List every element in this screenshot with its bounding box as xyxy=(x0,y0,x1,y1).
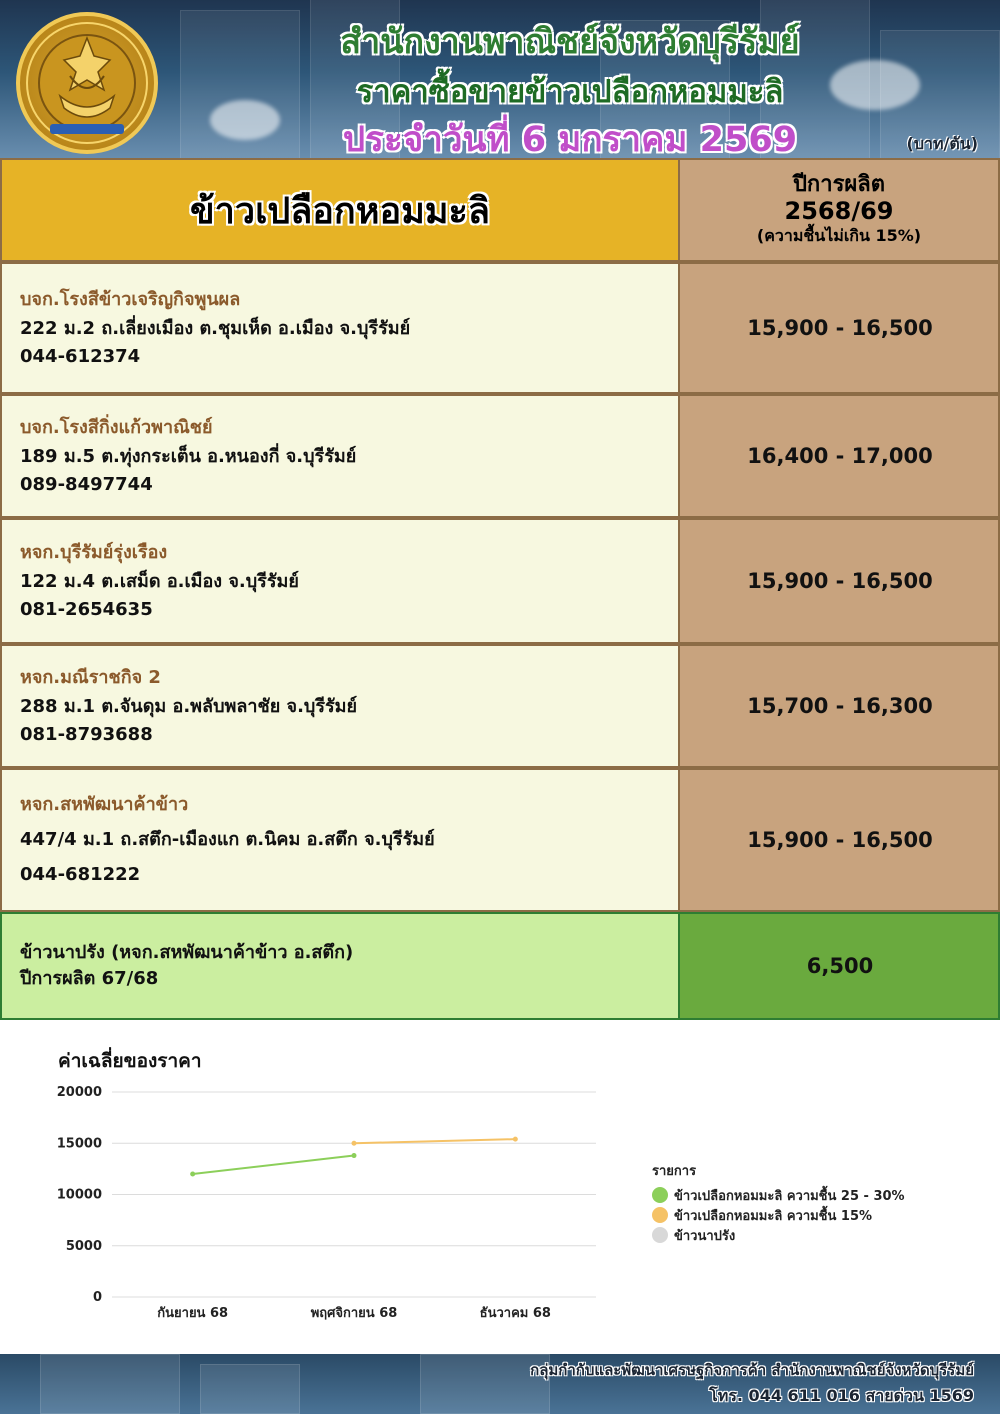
price-title: ราคาซื้อขายข้าวเปลือกหอมมะลิ xyxy=(356,74,784,110)
price-cell xyxy=(680,644,1000,768)
legend-marker xyxy=(652,1227,668,1243)
mill-phone: 081-8793688 xyxy=(20,724,153,745)
legend-label: ข้าวนาปรัง xyxy=(674,1228,736,1244)
mill-info-cell: หจก.มณีราชกิจ 2 288 ม.1 ต.จันดุม อ.พลับพ… xyxy=(0,644,680,768)
price-cell xyxy=(680,394,1000,518)
season-header-label: ปีการผลิต xyxy=(792,172,886,197)
price-range: 15,700 - 16,300 xyxy=(747,694,933,718)
legend-title: รายการ xyxy=(652,1164,697,1179)
y-tick-label: 0 xyxy=(93,1290,102,1305)
average-price-line-chart: 0 5000 10000 15000 20000 กันยายน 68 พฤศจิกายน … xyxy=(57,1085,596,1321)
offseason-rice-label: ข้าวนาปรัง (หจก.สหพัฒนาค้าข้าว อ.สตึก) xyxy=(20,942,354,963)
mill-phone: 044-681222 xyxy=(20,864,141,885)
y-tick-label: 20000 xyxy=(57,1085,102,1100)
offseason-season-label: ปีการผลิต 67/68 xyxy=(20,968,159,989)
mill-info-cell: บจก.โรงสีข้าวเจริญกิจพูนผล 222 ม.2 ถ.เลี… xyxy=(0,262,680,394)
table-header-rice-type: ข้าวเปลือกหอมมะลิ xyxy=(0,158,680,262)
table-header-row: ข้าวเปลือกหอมมะลิ ปีการผลิต 2568/69 (ควา… xyxy=(0,158,1000,262)
price-range: 15,900 - 16,500 xyxy=(747,569,933,593)
offseason-info-cell: ข้าวนาปรัง (หจก.สหพัฒนาค้าข้าว อ.สตึก) ป… xyxy=(0,912,680,1020)
price-range: 15,900 - 16,500 xyxy=(747,828,933,852)
y-tick-label: 10000 xyxy=(57,1188,102,1203)
y-tick-label: 15000 xyxy=(57,1136,102,1151)
price-cell xyxy=(680,518,1000,644)
footer-contact: โทร. 044 611 016 สายด่วน 1569 xyxy=(709,1386,974,1405)
season-year-label: 2568/69 xyxy=(784,197,894,225)
data-point xyxy=(351,1140,357,1146)
mill-address: 447/4 ม.1 ถ.สตึก-เมืองแก ต.นิคม อ.สตึก จ… xyxy=(20,829,435,850)
header-banner: สำนักงานพาณิชย์จังหวัดบุรีรัมย์ ราคาซื้อ… xyxy=(0,0,1000,160)
series-line xyxy=(192,1154,355,1175)
mill-name: หจก.สหพัฒนาค้าข้าว xyxy=(20,794,189,815)
rice-type-header-label: ข้าวเปลือกหอมมะลิ xyxy=(190,190,490,232)
x-tick-label: ธันวาคม 68 xyxy=(480,1306,551,1321)
mill-address: 189 ม.5 ต.ทุ่งกระเต็น อ.หนองกี่ จ.บุรีรั… xyxy=(20,446,357,467)
offseason-price: 6,500 xyxy=(806,954,874,978)
data-point xyxy=(351,1153,357,1159)
footer-banner: กลุ่มกำกับและพัฒนาเศรษฐกิจการค้า สำนักงา… xyxy=(0,1354,1000,1414)
mill-address: 288 ม.1 ต.จันดุม อ.พลับพลาชัย จ.บุรีรัมย… xyxy=(20,696,358,717)
chart-title: ค่าเฉลี่ยของราคา xyxy=(58,1050,202,1072)
table-row: บจก.โรงสีกิ่งแก้วพาณิชย์ 189 ม.5 ต.ทุ่งก… xyxy=(0,394,1000,518)
mill-address: 122 ม.4 ต.เสม็ด อ.เมือง จ.บุรีรัมย์ xyxy=(20,571,299,592)
legend-item: ข้าวเปลือกหอมมะลิ ความชื้น 15% xyxy=(652,1205,905,1225)
y-tick-label: 5000 xyxy=(66,1239,102,1254)
mill-phone: 044-612374 xyxy=(20,346,141,367)
offseason-price-cell xyxy=(680,912,1000,1020)
chart-panel xyxy=(0,1020,1000,1354)
legend-label: ข้าวเปลือกหอมมะลิ ความชื้น 15% xyxy=(674,1208,873,1224)
data-point xyxy=(512,1136,518,1142)
price-cell xyxy=(680,768,1000,912)
offseason-rice-row: ข้าวนาปรัง (หจก.สหพัฒนาค้าข้าว อ.สตึก) ป… xyxy=(0,912,1000,1020)
mill-name: บจก.โรงสีข้าวเจริญกิจพูนผล xyxy=(20,289,241,310)
mill-info-cell: บจก.โรงสีกิ่งแก้วพาณิชย์ 189 ม.5 ต.ทุ่งก… xyxy=(0,394,680,518)
chart-legend: รายการ ข้าวเปลือกหอมมะลิ ความชื้น 25 - 3… xyxy=(652,1160,905,1245)
series-line xyxy=(353,1138,516,1145)
legend-marker xyxy=(652,1207,668,1223)
mill-name: บจก.โรงสีกิ่งแก้วพาณิชย์ xyxy=(20,417,213,438)
office-title: สำนักงานพาณิชย์จังหวัดบุรีรัมย์ xyxy=(340,22,800,62)
legend-item: ข้าวเปลือกหอมมะลิ ความชื้น 25 - 30% xyxy=(652,1185,905,1205)
table-row: หจก.สหพัฒนาค้าข้าว 447/4 ม.1 ถ.สตึก-เมือ… xyxy=(0,768,1000,912)
table-row: บจก.โรงสีข้าวเจริญกิจพูนผล 222 ม.2 ถ.เลี… xyxy=(0,262,1000,394)
price-range: 15,900 - 16,500 xyxy=(747,316,933,340)
mill-info-cell: หจก.บุรีรัมย์รุ่งเรือง 122 ม.4 ต.เสม็ด อ… xyxy=(0,518,680,644)
table-row: หจก.มณีราชกิจ 2 288 ม.1 ต.จันดุม อ.พลับพ… xyxy=(0,644,1000,768)
unit-label: (บาท/ตัน) xyxy=(906,134,978,153)
x-tick-label: กันยายน 68 xyxy=(157,1306,228,1321)
table-row: หจก.บุรีรัมย์รุ่งเรือง 122 ม.4 ต.เสม็ด อ… xyxy=(0,518,1000,644)
legend-marker xyxy=(652,1187,668,1203)
moisture-note-label: (ความชื้นไม่เกิน 15%) xyxy=(756,226,922,245)
footer-department: กลุ่มกำกับและพัฒนาเศรษฐกิจการค้า สำนักงา… xyxy=(530,1361,974,1379)
mill-phone: 089-8497744 xyxy=(20,474,153,495)
mill-info-cell: หจก.สหพัฒนาค้าข้าว 447/4 ม.1 ถ.สตึก-เมือ… xyxy=(0,768,680,912)
ministry-emblem-logo xyxy=(16,12,158,154)
table-header-season: ปีการผลิต 2568/69 (ความชื้นไม่เกิน 15%) xyxy=(680,158,1000,262)
legend-label: ข้าวเปลือกหอมมะลิ ความชื้น 25 - 30% xyxy=(674,1188,905,1204)
date-title: ประจำวันที่ 6 มกราคม 2569 xyxy=(342,120,798,160)
data-point xyxy=(190,1171,196,1177)
mill-address: 222 ม.2 ถ.เลี่ยงเมือง ต.ชุมเห็ด อ.เมือง … xyxy=(20,318,411,339)
mill-name: หจก.มณีราชกิจ 2 xyxy=(20,667,161,688)
legend-item: ข้าวนาปรัง xyxy=(652,1225,905,1245)
price-range: 16,400 - 17,000 xyxy=(747,444,933,468)
mill-phone: 081-2654635 xyxy=(20,599,153,620)
price-cell xyxy=(680,262,1000,394)
x-tick-label: พฤศจิกายน 68 xyxy=(311,1306,398,1321)
mill-name: หจก.บุรีรัมย์รุ่งเรือง xyxy=(20,542,168,563)
